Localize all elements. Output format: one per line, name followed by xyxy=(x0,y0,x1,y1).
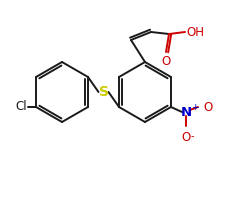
Text: N: N xyxy=(180,106,192,118)
Text: O: O xyxy=(203,101,212,114)
Text: +: + xyxy=(191,103,198,112)
Text: Cl: Cl xyxy=(15,100,27,114)
Text: OH: OH xyxy=(186,25,204,38)
Text: -: - xyxy=(191,131,194,141)
Text: O: O xyxy=(161,55,171,68)
Text: S: S xyxy=(98,85,108,99)
Text: O: O xyxy=(181,131,191,144)
